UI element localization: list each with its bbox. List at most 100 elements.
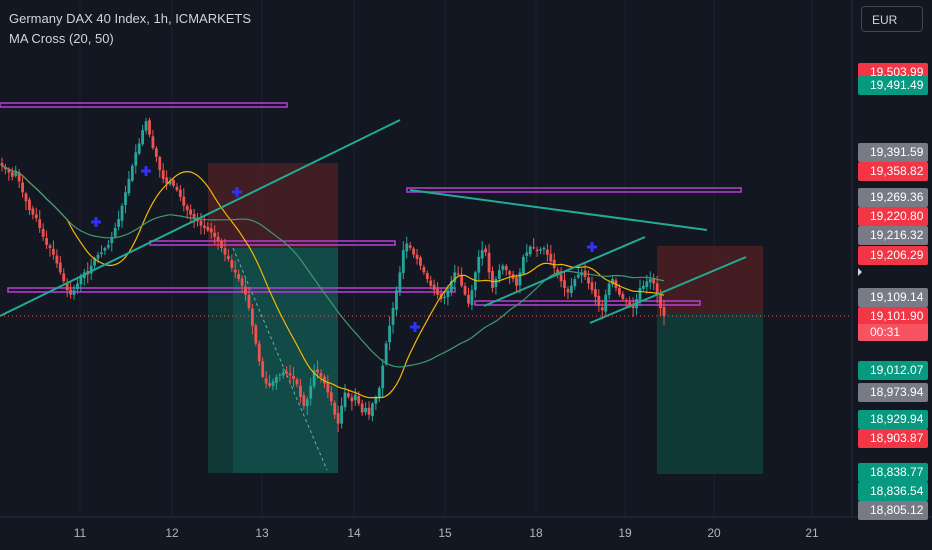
candle-body	[364, 407, 367, 413]
candle-body	[199, 220, 203, 226]
candle-body	[117, 219, 121, 227]
indicator-legend[interactable]: MA Cross (20, 50)	[9, 31, 114, 46]
candle-body	[120, 205, 124, 221]
candle-body	[539, 249, 542, 251]
candle-body	[244, 286, 247, 295]
candle-body	[202, 225, 206, 228]
candle-body	[21, 182, 24, 193]
candle-body	[377, 387, 381, 399]
candle-body	[45, 238, 48, 245]
candle-body	[429, 280, 433, 286]
price-label: 18,903.87	[858, 429, 928, 448]
candle-body	[161, 170, 165, 180]
candle-body	[329, 392, 333, 402]
candle-body	[353, 394, 357, 401]
candle-body	[484, 248, 488, 253]
candle-body	[76, 283, 79, 289]
candle-body	[34, 214, 38, 219]
candle-body	[357, 396, 361, 404]
price-label: 18,838.77	[858, 463, 928, 482]
candle-body	[137, 143, 141, 154]
candle-body	[240, 278, 244, 286]
candle-body	[38, 219, 42, 228]
candle-body	[655, 283, 659, 295]
price-label: 19,206.29	[858, 246, 928, 265]
candle-body	[0, 163, 4, 166]
candle-body	[381, 365, 385, 389]
candle-body	[154, 148, 158, 157]
candle-body	[347, 393, 350, 397]
candle-body	[182, 196, 186, 206]
candle-body	[545, 249, 549, 255]
candle-body	[175, 186, 179, 191]
candle-body	[395, 290, 398, 310]
candle-body	[275, 376, 278, 383]
candle-body	[209, 228, 213, 233]
candle-body	[79, 276, 83, 285]
candle-body	[302, 395, 306, 406]
candle-body	[508, 271, 512, 275]
candle-body	[323, 376, 326, 384]
candle-body	[446, 290, 450, 298]
candle-body	[247, 294, 251, 308]
candle-body	[285, 371, 289, 374]
currency-button[interactable]: EUR	[861, 6, 923, 32]
candle-body	[158, 157, 162, 171]
candle-body	[124, 192, 127, 206]
candle-body	[494, 279, 498, 287]
candle-body	[566, 288, 570, 293]
candle-body	[28, 199, 31, 211]
candle-body	[487, 252, 491, 273]
candle-body	[542, 247, 546, 250]
price-label: 19,012.07	[858, 361, 928, 380]
candle-body	[388, 325, 391, 343]
price-label: 18,805.12	[858, 501, 928, 520]
candle-body	[41, 228, 45, 237]
bar-countdown: 00:31	[858, 324, 928, 341]
candle-body	[618, 287, 621, 295]
ma-line-50	[1, 165, 665, 368]
candle-body	[10, 172, 14, 177]
candle-body	[628, 301, 632, 306]
candle-body	[515, 277, 518, 286]
candle-body	[17, 172, 21, 182]
candle-body	[573, 279, 577, 287]
candle-body	[189, 209, 193, 215]
candle-body	[436, 288, 440, 295]
cross-marker-icon	[587, 242, 597, 252]
candle-body	[638, 287, 642, 301]
candle-body	[549, 253, 553, 262]
candle-body	[69, 289, 73, 295]
candle-body	[398, 272, 402, 292]
scroll-arrow-icon[interactable]	[858, 268, 862, 276]
candle-body	[569, 285, 573, 294]
candle-body	[14, 172, 18, 176]
cross-marker-icon	[410, 322, 420, 332]
candle-body	[631, 305, 635, 308]
price-label: 19,358.82	[858, 162, 928, 181]
candle-body	[55, 255, 59, 264]
candle-body	[460, 274, 464, 286]
candle-body	[268, 383, 271, 386]
candle-body	[336, 413, 340, 424]
candle-body	[96, 254, 100, 259]
candle-body	[281, 372, 285, 376]
candle-body	[254, 325, 258, 344]
zone-line-0	[0, 102, 288, 108]
candle-body	[271, 381, 275, 387]
candle-body	[480, 250, 484, 259]
candle-body	[563, 280, 566, 288]
candle-body	[130, 165, 134, 181]
candle-body	[144, 121, 148, 131]
candle-body	[611, 279, 614, 285]
support-resistance-lines	[0, 102, 742, 306]
trendline-2	[589, 256, 747, 324]
candle-body	[151, 136, 155, 148]
candle-body	[192, 213, 196, 220]
candle-body	[4, 167, 7, 170]
candle-body	[226, 255, 230, 260]
candle-body	[659, 293, 662, 308]
trendline-0	[0, 119, 401, 317]
candle-body	[213, 232, 217, 237]
